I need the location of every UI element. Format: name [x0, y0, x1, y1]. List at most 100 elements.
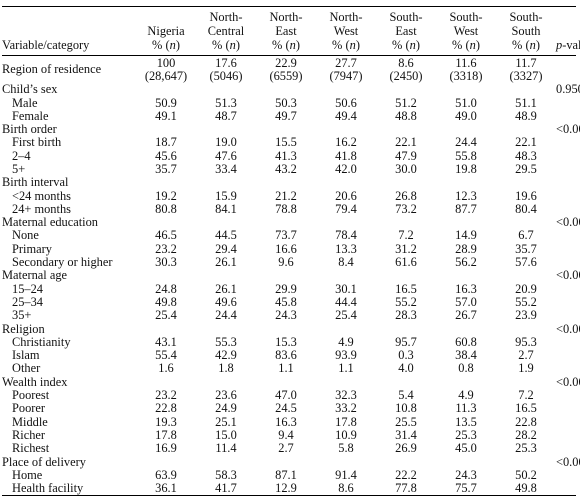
p-value-cell: [556, 190, 576, 203]
value-cell: [256, 456, 316, 469]
p-value-cell: <0.001: [556, 321, 580, 336]
table-row: First birth 18.7 19.0 15.5 16.2 22.1 24.4 22.1: [2, 135, 576, 150]
value-cell: 11.6 (3318): [449, 55, 483, 83]
value-cell: 24.4: [215, 308, 237, 323]
table-row: 15–24 24.8 26.1 29.9 30.1 16.5 16.3 20.9: [2, 281, 576, 296]
value-cell: 45.0: [455, 441, 477, 456]
row-label: 35+: [12, 308, 32, 323]
value-cell: 50.6: [335, 95, 357, 110]
value-cell: 16.5: [515, 401, 537, 416]
value-cell: 21.2: [275, 188, 297, 203]
value-cell: [496, 216, 556, 229]
p-value-cell: [556, 163, 576, 176]
value-cell: 49.8: [515, 481, 537, 496]
value-cell: 57.6: [515, 255, 537, 270]
value-cell: 73.7: [275, 228, 297, 243]
value-cell: [316, 323, 376, 336]
group-header-row: Maternal education <0.001: [2, 215, 580, 229]
value-cell: 5.4: [398, 388, 414, 403]
value-cell: 24.4: [455, 135, 477, 150]
row-label: Richest: [12, 441, 50, 456]
group-header-row: Birth interval: [2, 175, 576, 190]
value-cell: 49.1: [155, 108, 177, 123]
row-label: Region of residence: [2, 62, 102, 77]
count-value: (2450): [389, 68, 423, 83]
value-cell: 22.2: [395, 467, 417, 482]
table-row: <24 months 19.2 15.9 21.2 20.6 26.8 12.3 19.6: [2, 188, 576, 203]
value-cell: 55.4: [155, 348, 177, 363]
value-cell: 63.9: [155, 467, 177, 482]
value-cell: 8.6 (2450): [389, 55, 423, 83]
row-label: 24+ months: [12, 201, 71, 216]
group-label: Birth interval: [2, 175, 69, 190]
value-cell: 50.2: [515, 467, 537, 482]
value-cell: 46.5: [155, 228, 177, 243]
value-cell: [136, 323, 196, 336]
p-value-cell: [556, 336, 576, 349]
value-cell: [376, 176, 436, 189]
row-label: 15–24: [12, 281, 43, 296]
value-cell: 2.7: [278, 441, 294, 456]
table-row: 24+ months 80.8 84.1 78.8 79.4 73.2 87.7 80.4: [2, 201, 576, 216]
value-cell: 43.2: [275, 161, 297, 176]
value-cell: 35.7: [515, 241, 537, 256]
count-value: (3327): [509, 68, 543, 83]
value-cell: [436, 123, 496, 136]
value-cell: 38.4: [455, 348, 477, 363]
value-cell: 17.8: [335, 414, 357, 429]
value-cell: 100 (28,647): [144, 55, 188, 83]
row-label: Middle: [12, 414, 48, 429]
row-label: None: [12, 228, 39, 243]
header-col-north-east: North- East% (n): [269, 10, 303, 53]
p-value-cell: [556, 55, 576, 83]
value-cell: 19.2: [155, 188, 177, 203]
value-cell: 60.8: [455, 334, 477, 349]
value-cell: 19.3: [155, 414, 177, 429]
table-row: Female 49.1 48.7 49.7 49.4 48.8 49.0 48.9: [2, 108, 576, 123]
header-col-north-west: North- West% (n): [329, 10, 363, 53]
table-row: 5+ 35.7 33.4 43.2 42.0 30.0 19.8 29.5: [2, 161, 576, 176]
value-cell: 30.0: [395, 161, 417, 176]
value-cell: [256, 323, 316, 336]
value-cell: 16.5: [395, 281, 417, 296]
value-cell: 1.6: [158, 361, 174, 376]
p-value-cell: [556, 176, 576, 189]
value-cell: 5.8: [338, 441, 354, 456]
group-header-row: Child’s sex 0.950: [2, 82, 580, 96]
value-cell: 26.1: [215, 255, 237, 270]
value-cell: 23.2: [155, 241, 177, 256]
header-variable: Variable/category: [2, 38, 90, 53]
p-value-cell: [556, 203, 576, 216]
value-cell: [316, 269, 376, 282]
table-row: Male 50.9 51.3 50.3 50.6 51.2 51.0 51.1: [2, 95, 576, 110]
row-label: Poorer: [12, 401, 46, 416]
value-cell: 95.7: [395, 334, 417, 349]
value-cell: 19.6: [515, 188, 537, 203]
value-cell: 26.1: [215, 281, 237, 296]
value-cell: 6.7: [518, 228, 534, 243]
table-row: Health facility 36.1 41.7 12.9 8.6 77.8 75.7 49…: [2, 481, 576, 496]
value-cell: 7.2: [398, 228, 414, 243]
value-cell: 80.8: [155, 201, 177, 216]
value-cell: 84.1: [215, 201, 237, 216]
value-cell: 47.0: [275, 388, 297, 403]
value-cell: 7.2: [518, 388, 534, 403]
row-label: <24 months: [12, 188, 71, 203]
value-cell: 78.4: [335, 228, 357, 243]
value-cell: 14.9: [455, 228, 477, 243]
value-cell: [256, 376, 316, 389]
value-cell: 87.1: [275, 467, 297, 482]
value-cell: [196, 83, 256, 96]
value-cell: 29.4: [215, 241, 237, 256]
value-cell: 1.8: [218, 361, 234, 376]
p-value-cell: [556, 229, 576, 242]
p-value-cell: [556, 362, 576, 375]
value-cell: 11.4: [215, 441, 237, 456]
value-cell: 1.9: [518, 361, 534, 376]
value-cell: 23.6: [215, 388, 237, 403]
value-cell: 24.9: [215, 401, 237, 416]
value-cell: [436, 83, 496, 96]
value-cell: 61.6: [395, 255, 417, 270]
count-value: (7947): [329, 68, 363, 83]
table-row: Richer 17.8 15.0 9.4 10.9 31.4 25.3 28.2: [2, 428, 576, 442]
